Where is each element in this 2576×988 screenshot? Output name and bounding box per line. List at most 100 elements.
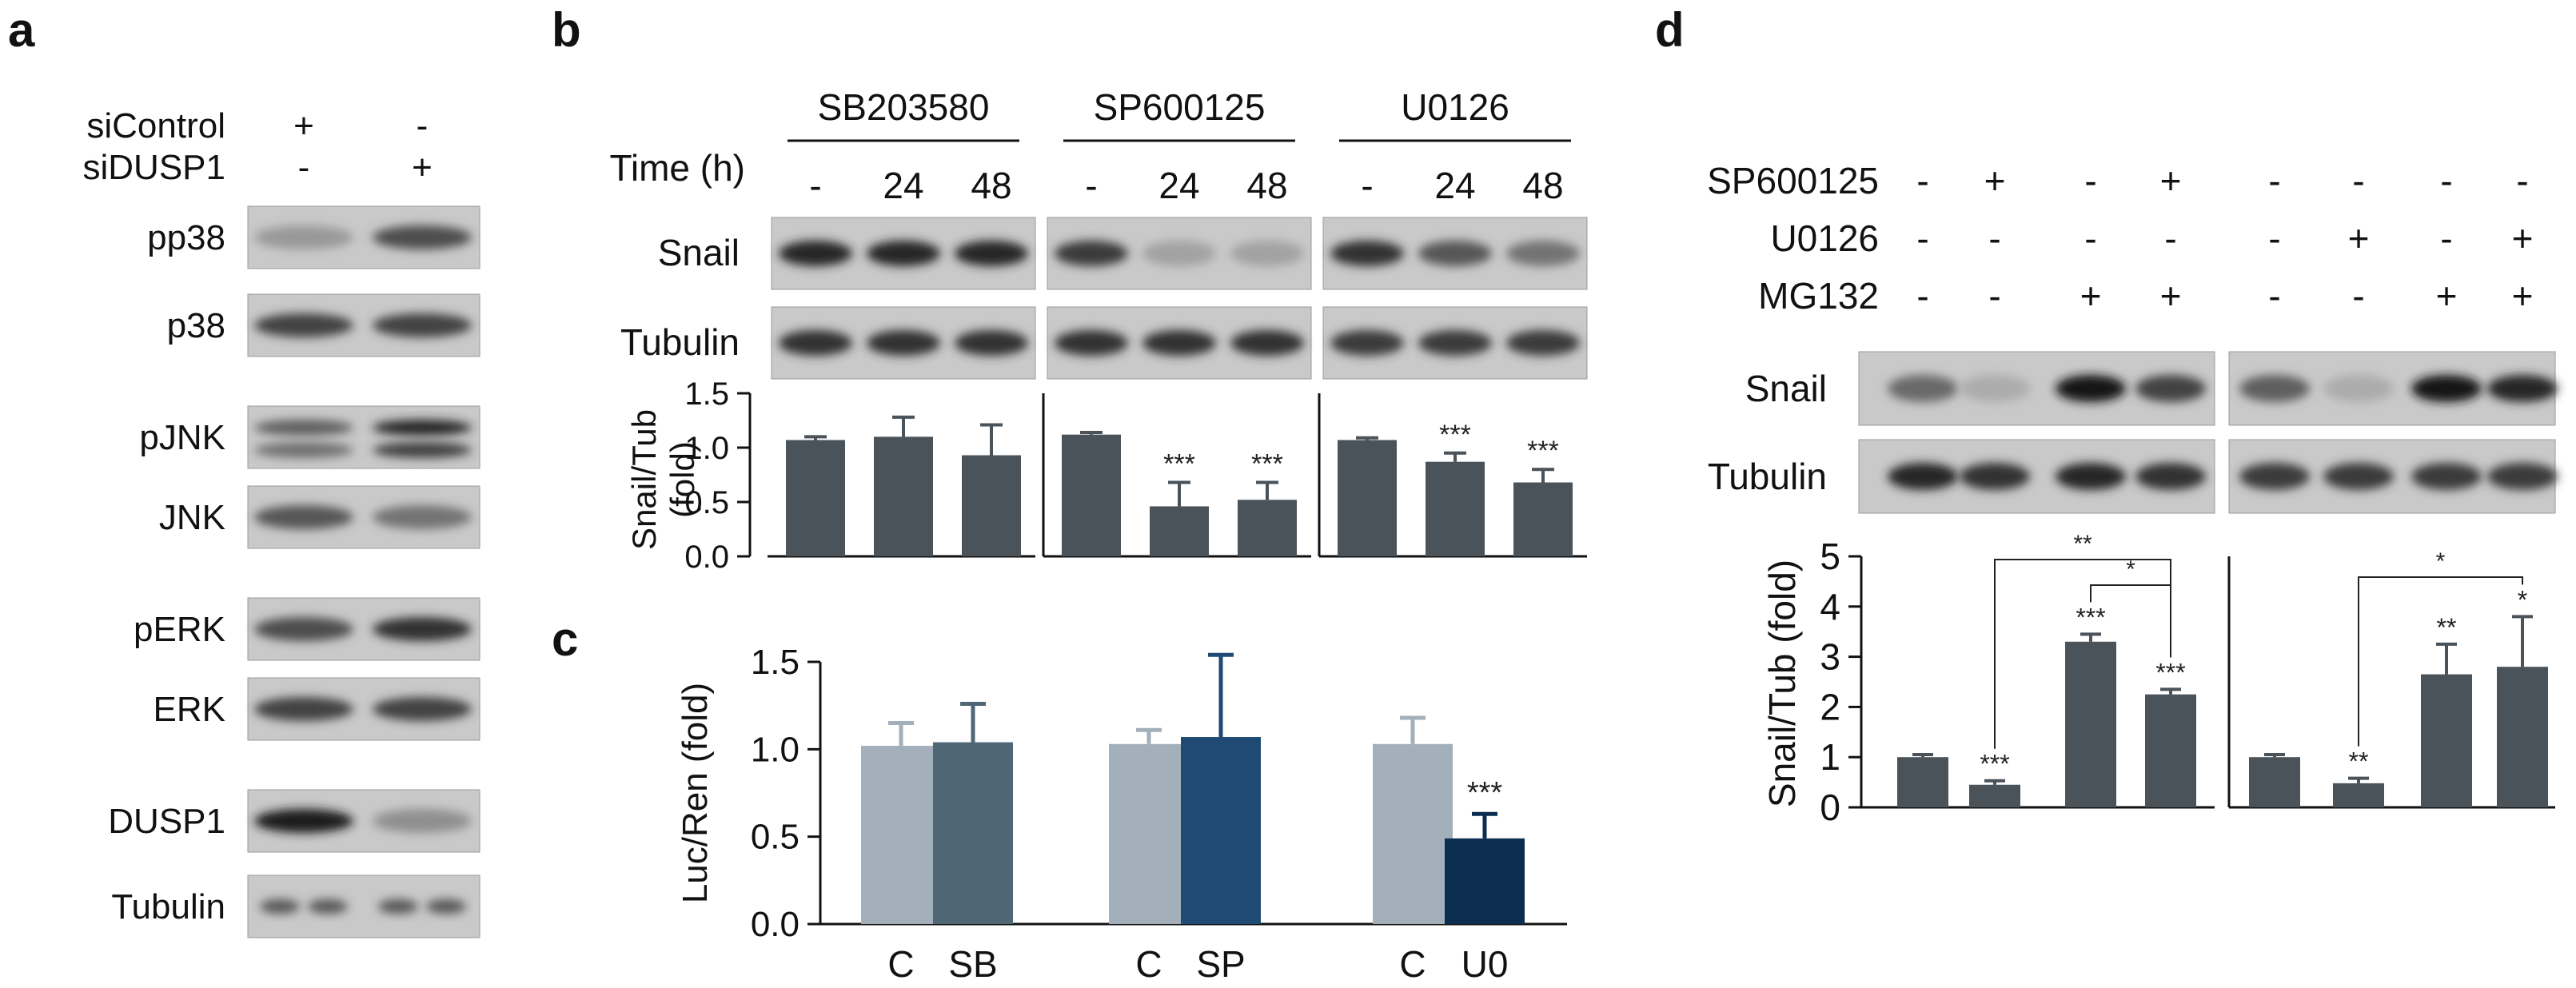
- bar: [933, 742, 1013, 924]
- blot-band: [2056, 375, 2126, 402]
- blot-label: Tubulin: [1708, 456, 1827, 497]
- condition-sign: -: [298, 148, 310, 187]
- blot-band: [254, 225, 353, 249]
- blot-band: [378, 899, 418, 914]
- blot-band: [2323, 463, 2394, 490]
- blot-band: [1418, 330, 1492, 356]
- bar: [2497, 667, 2548, 807]
- condition-sign: -: [2352, 275, 2364, 317]
- blot-band: [2411, 375, 2482, 402]
- condition-sign: -: [2268, 160, 2280, 201]
- inhibitor-label: SP600125: [1094, 86, 1266, 128]
- condition-label: MG132: [1758, 275, 1879, 317]
- bar: [786, 440, 845, 556]
- blot-band: [2056, 463, 2126, 490]
- time-point-label: -: [1361, 165, 1373, 206]
- y-tick-label: 5: [1820, 536, 1840, 577]
- blot-band: [867, 330, 940, 356]
- blot-band: [2487, 463, 2558, 490]
- bar: [2065, 641, 2116, 807]
- condition-sign: -: [1916, 160, 1928, 201]
- condition-sign: -: [2268, 217, 2280, 259]
- condition-sign: +: [293, 106, 314, 145]
- blot-band: [955, 330, 1028, 356]
- y-tick-label: 1.5: [684, 376, 729, 412]
- condition-sign: +: [2436, 275, 2458, 317]
- condition-sign: -: [2440, 217, 2452, 259]
- y-tick-label: 0.0: [751, 905, 800, 944]
- bracket-label: *: [2126, 556, 2135, 583]
- panel-label-c: c: [552, 612, 578, 666]
- bar: [2249, 757, 2300, 807]
- y-tick-label: 0.5: [751, 818, 800, 857]
- condition-sign: +: [2160, 275, 2182, 317]
- x-tick-label: C: [1135, 943, 1162, 985]
- blot-band: [2135, 375, 2206, 402]
- time-label: Time (h): [609, 147, 745, 189]
- bar: [1513, 482, 1573, 556]
- panel-d-mg132-blots-chart: SP600125- + - + - - - -U0126- - - - - + - +MG132- - + + - -…: [1707, 160, 2558, 828]
- x-tick-label: U0: [1461, 943, 1509, 985]
- blot-band: [1888, 463, 1958, 490]
- condition-sign: -: [2268, 275, 2280, 317]
- blot-band: [260, 899, 300, 914]
- blot-band: [373, 697, 472, 721]
- condition-sign: -: [1916, 217, 1928, 259]
- blot-label: pp38: [147, 218, 225, 257]
- condition-sign: +: [2080, 275, 2102, 317]
- time-point-label: 48: [1522, 165, 1563, 206]
- blot-band: [373, 313, 472, 337]
- blot-band: [1506, 330, 1580, 356]
- condition-label: siDUSP1: [83, 148, 226, 187]
- y-tick-label: 3: [1820, 636, 1840, 678]
- blot-band: [2411, 463, 2482, 490]
- blot-label: Snail: [658, 232, 740, 273]
- y-tick-label: 1.5: [751, 643, 800, 682]
- condition-sign: -: [417, 106, 429, 145]
- blot-band: [2323, 375, 2394, 402]
- blot-band: [2487, 375, 2558, 402]
- blot-label: Tubulin: [111, 887, 225, 926]
- blot-band: [373, 809, 472, 833]
- blot-band: [1142, 241, 1216, 266]
- significance-bracket: [2358, 576, 2523, 747]
- blot-band: [373, 442, 472, 458]
- blot-band: [254, 697, 353, 721]
- bar: [874, 436, 933, 556]
- significance-mark: *: [2518, 585, 2527, 614]
- condition-sign: -: [1988, 217, 2000, 259]
- blot-band: [373, 225, 472, 249]
- blot-band: [2135, 463, 2206, 490]
- time-point-label: -: [809, 165, 821, 206]
- significance-mark: **: [2349, 747, 2369, 776]
- time-point-label: 48: [971, 165, 1011, 206]
- condition-sign: -: [2084, 217, 2096, 259]
- bar: [1109, 743, 1189, 924]
- y-tick-label: 0: [1820, 787, 1840, 828]
- inhibitor-label: U0126: [1401, 86, 1509, 128]
- condition-sign: +: [2160, 160, 2182, 201]
- blot-band: [955, 241, 1028, 266]
- blot-band: [1055, 330, 1128, 356]
- blot-label: Snail: [1745, 368, 1827, 409]
- significance-mark: ***: [1980, 750, 2009, 779]
- blot-band: [373, 505, 472, 529]
- blot-band: [1330, 241, 1404, 266]
- bar: [1238, 500, 1297, 556]
- condition-sign: -: [2516, 160, 2528, 201]
- panel-c-luciferase-chart: Luc/Ren (fold) 0.0 0.5 1.0 1.5 C SB C SP C U0 ***: [676, 643, 1567, 985]
- condition-sign: +: [2512, 275, 2534, 317]
- blot-band: [779, 241, 852, 266]
- bar: [1426, 461, 1485, 556]
- bar: [2145, 694, 2196, 807]
- bar: [1445, 838, 1525, 924]
- bar: [962, 455, 1021, 556]
- condition-label: U0126: [1770, 217, 1879, 259]
- blot-band: [867, 241, 940, 266]
- blot-band: [1230, 241, 1304, 266]
- blot-label: pJNK: [139, 418, 225, 457]
- x-tick-label: SP: [1196, 943, 1245, 985]
- blot-label: Tubulin: [620, 321, 740, 363]
- panel-label-b: b: [552, 3, 581, 57]
